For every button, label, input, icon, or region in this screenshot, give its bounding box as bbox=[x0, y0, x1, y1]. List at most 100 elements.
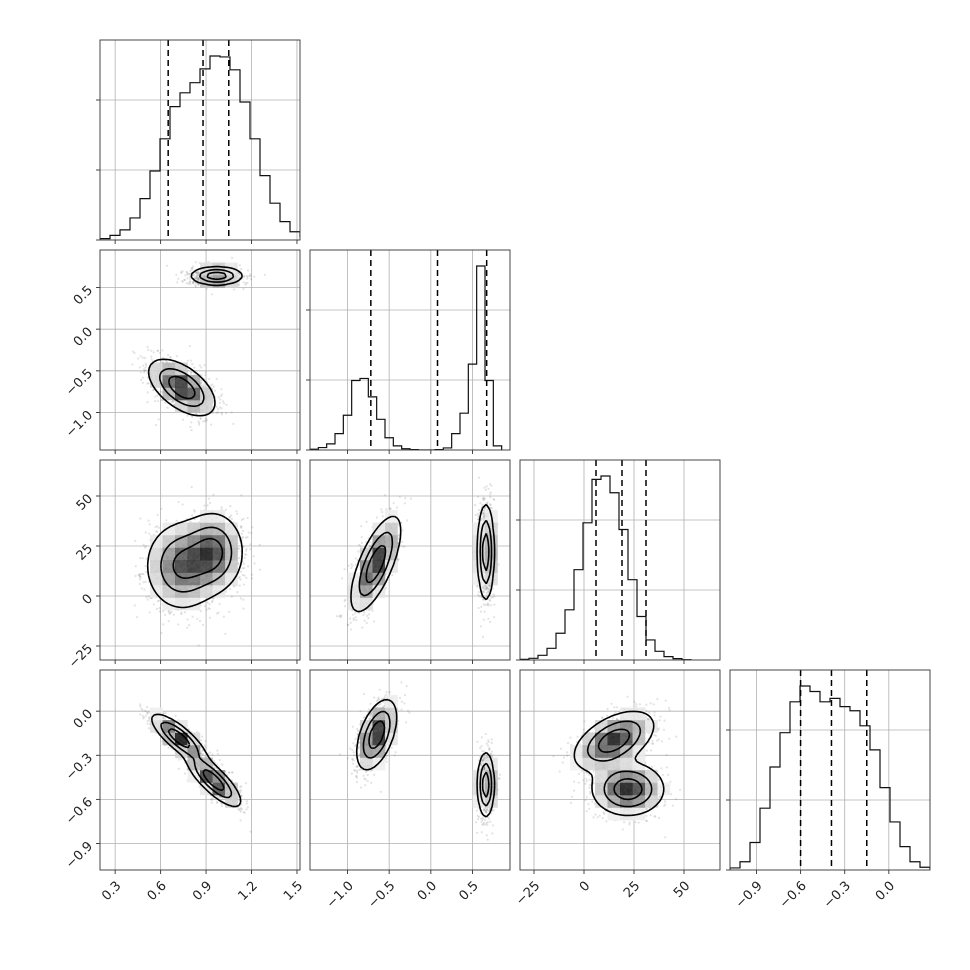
sample-point bbox=[183, 278, 186, 281]
sample-point bbox=[490, 484, 493, 487]
sample-point bbox=[483, 497, 486, 500]
sample-point bbox=[485, 485, 488, 488]
sample-point bbox=[242, 598, 245, 601]
sample-point bbox=[488, 584, 491, 588]
sample-point bbox=[352, 618, 355, 622]
sample-point bbox=[491, 596, 495, 599]
sample-point bbox=[191, 281, 195, 285]
sample-point bbox=[131, 363, 134, 366]
sample-point bbox=[215, 412, 218, 415]
sample-point bbox=[146, 382, 149, 385]
panel-frame bbox=[729, 669, 931, 871]
sample-point bbox=[210, 423, 213, 426]
sample-point bbox=[483, 507, 486, 510]
sample-point bbox=[181, 270, 184, 273]
sample-point bbox=[240, 526, 243, 529]
sample-point bbox=[361, 626, 364, 629]
sample-point bbox=[380, 508, 383, 511]
sample-point bbox=[228, 516, 231, 519]
sample-point bbox=[482, 511, 485, 514]
sample-point bbox=[240, 268, 243, 271]
sample-point bbox=[134, 565, 137, 568]
sample-point bbox=[175, 355, 178, 358]
sample-point bbox=[489, 496, 492, 499]
sample-point bbox=[203, 364, 206, 367]
sample-point bbox=[250, 573, 254, 576]
sample-point bbox=[148, 611, 151, 614]
sample-point bbox=[492, 498, 495, 501]
sample-point bbox=[156, 394, 159, 397]
sample-point bbox=[482, 496, 486, 499]
sample-point bbox=[204, 420, 207, 423]
density-cell bbox=[225, 560, 238, 573]
sample-point bbox=[183, 611, 187, 614]
sample-point bbox=[141, 376, 144, 379]
sample-point bbox=[189, 280, 192, 283]
sample-point bbox=[252, 555, 255, 558]
sample-point bbox=[483, 585, 486, 588]
sample-point bbox=[148, 523, 151, 526]
sample-point bbox=[197, 278, 200, 281]
sample-point bbox=[351, 564, 354, 567]
sample-point bbox=[143, 588, 146, 591]
density-shading bbox=[150, 510, 238, 611]
sample-point bbox=[341, 577, 344, 580]
density-cell bbox=[175, 375, 188, 388]
sample-point bbox=[241, 567, 244, 570]
sample-point bbox=[240, 525, 243, 528]
sample-point bbox=[199, 417, 202, 420]
sample-point bbox=[198, 421, 201, 425]
sample-point bbox=[489, 620, 492, 624]
sample-point bbox=[243, 556, 246, 560]
sample-point bbox=[228, 515, 231, 519]
sample-point bbox=[381, 515, 384, 518]
sample-point bbox=[167, 353, 170, 356]
sample-point bbox=[200, 366, 203, 369]
sample-point bbox=[481, 503, 484, 506]
sample-point bbox=[204, 605, 207, 608]
sample-point bbox=[158, 607, 161, 610]
sample-point bbox=[154, 395, 157, 398]
sample-point bbox=[142, 543, 145, 546]
sample-point bbox=[161, 356, 165, 359]
sample-point bbox=[239, 578, 242, 581]
sample-point bbox=[156, 513, 159, 517]
sample-point bbox=[482, 591, 485, 594]
sample-point bbox=[480, 605, 483, 608]
sample-point bbox=[493, 595, 496, 598]
sample-point bbox=[186, 273, 189, 276]
sample-point bbox=[204, 417, 207, 420]
sample-point bbox=[483, 610, 486, 613]
sample-point bbox=[166, 406, 169, 409]
sample-point bbox=[230, 518, 233, 521]
sample-point bbox=[138, 582, 141, 586]
sample-point bbox=[211, 293, 214, 296]
sample-point bbox=[193, 373, 196, 376]
sample-point bbox=[147, 519, 150, 522]
sample-point bbox=[143, 546, 146, 549]
sample-point bbox=[485, 594, 488, 597]
sample-point bbox=[482, 603, 485, 606]
sample-point bbox=[154, 400, 157, 403]
sample-point bbox=[242, 545, 245, 548]
sample-point bbox=[363, 619, 366, 622]
sample-point bbox=[237, 557, 241, 560]
sample-point bbox=[171, 400, 174, 403]
sample-point bbox=[209, 501, 212, 505]
sample-point bbox=[403, 502, 406, 505]
sample-point bbox=[244, 282, 247, 285]
sample-point bbox=[347, 564, 350, 567]
sample-point bbox=[409, 497, 412, 500]
sample-point bbox=[160, 399, 163, 402]
sample-point bbox=[156, 349, 160, 352]
sample-point bbox=[225, 403, 228, 406]
sample-point bbox=[150, 355, 153, 358]
density-cell bbox=[162, 547, 176, 561]
sample-point bbox=[189, 373, 192, 376]
sample-point bbox=[146, 401, 149, 404]
panel-frame bbox=[99, 459, 301, 661]
sample-point bbox=[383, 494, 386, 497]
sample-point bbox=[138, 578, 141, 581]
sample-point bbox=[180, 611, 183, 614]
sample-point bbox=[187, 273, 190, 276]
